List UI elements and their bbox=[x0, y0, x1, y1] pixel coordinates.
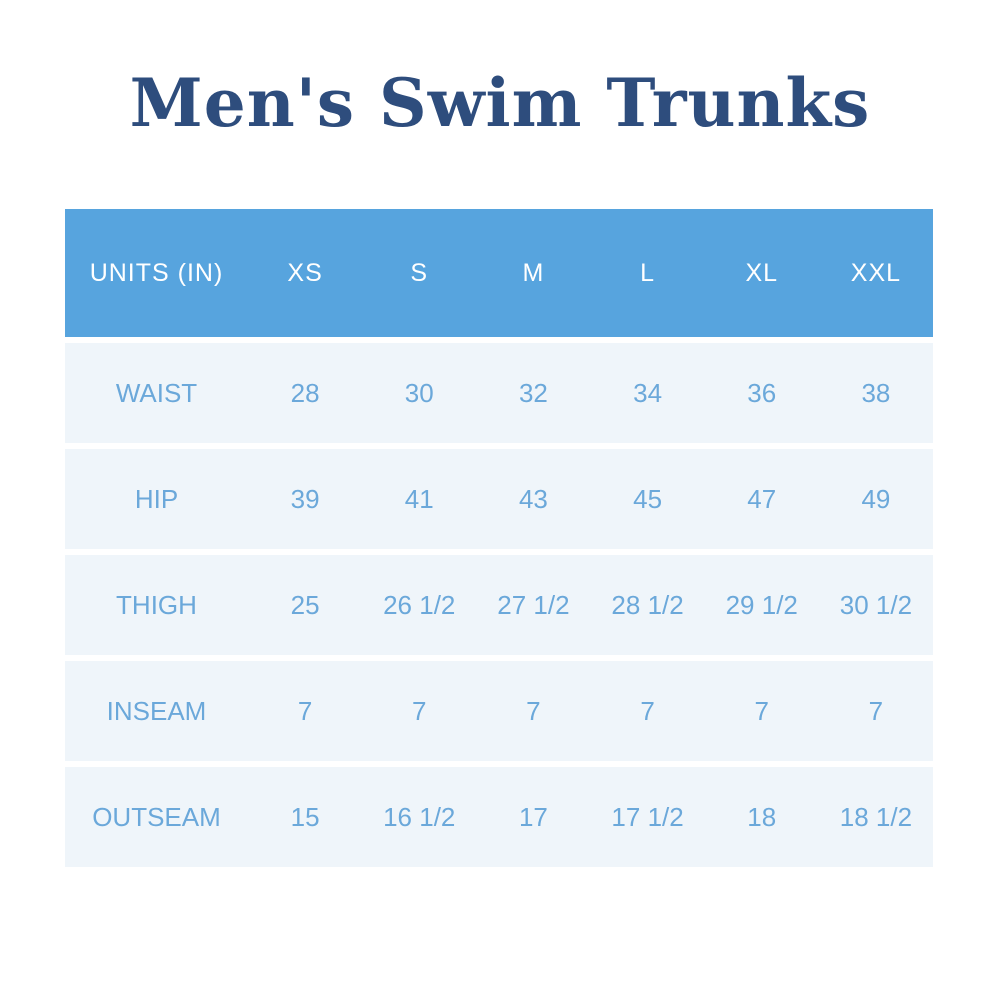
table-cell: 34 bbox=[633, 377, 663, 408]
table-cell: 18 1/2 bbox=[839, 801, 913, 832]
table-cell: 29 1/2 bbox=[725, 589, 798, 620]
row-label: INSEAM bbox=[106, 695, 207, 726]
table-cell: 17 1/2 bbox=[611, 801, 684, 832]
table-cell: 43 bbox=[518, 483, 548, 514]
page-title: Men's Swim Trunks bbox=[129, 64, 871, 142]
table-cell: 27 1/2 bbox=[497, 589, 570, 620]
row-label: WAIST bbox=[115, 377, 198, 408]
table-cell: 7 bbox=[640, 695, 655, 726]
table-cell: 17 bbox=[518, 801, 548, 832]
table-cell: 16 1/2 bbox=[383, 801, 456, 832]
row-label: THIGH bbox=[116, 589, 197, 620]
table-cell: 7 bbox=[526, 695, 541, 726]
table-row-hip: HIP 39 41 43 45 47 49 bbox=[65, 449, 933, 549]
table-header-row: UNITS (IN) XS S M L XL XXL bbox=[65, 209, 933, 337]
table-cell: 26 1/2 bbox=[383, 589, 456, 620]
table-row-thigh: THIGH 25 26 1/2 27 1/2 28 1/2 29 1/2 30 … bbox=[65, 555, 933, 655]
table-cell: 49 bbox=[861, 483, 891, 514]
table-cell: 7 bbox=[412, 695, 427, 726]
column-header-s: S bbox=[410, 258, 429, 287]
table-cell: 41 bbox=[404, 483, 434, 514]
table-row-waist: WAIST 28 30 32 34 36 38 bbox=[65, 343, 933, 443]
column-header-l: L bbox=[640, 258, 656, 287]
size-chart-table: UNITS (IN) XS S M L XL XXL WAIST 28 30 3… bbox=[65, 209, 933, 867]
table-row-inseam: INSEAM 7 7 7 7 7 7 bbox=[65, 661, 933, 761]
table-cell: 36 bbox=[747, 377, 777, 408]
table-cell: 38 bbox=[861, 377, 891, 408]
table-cell: 45 bbox=[633, 483, 663, 514]
table-cell: 28 1/2 bbox=[611, 589, 684, 620]
table-cell: 47 bbox=[747, 483, 777, 514]
table-cell: 28 bbox=[290, 377, 320, 408]
table-cell: 15 bbox=[290, 801, 320, 832]
column-header-m: M bbox=[522, 258, 545, 287]
table-cell: 25 bbox=[290, 589, 320, 620]
row-label: OUTSEAM bbox=[92, 801, 221, 832]
table-cell: 30 1/2 bbox=[839, 589, 913, 620]
table-cell: 30 bbox=[404, 377, 434, 408]
table-cell: 7 bbox=[868, 695, 884, 726]
table-cell: 39 bbox=[290, 483, 320, 514]
column-header-units: UNITS (IN) bbox=[89, 258, 224, 287]
table-cell: 7 bbox=[297, 695, 313, 726]
table-cell: 32 bbox=[518, 377, 548, 408]
column-header-xl: XL bbox=[745, 258, 779, 287]
table-cell: 7 bbox=[754, 695, 769, 726]
column-header-xxl: XXL bbox=[850, 258, 902, 287]
row-label: HIP bbox=[134, 483, 179, 514]
table-row-outseam: OUTSEAM 15 16 1/2 17 17 1/2 18 18 1/2 bbox=[65, 767, 933, 867]
table-cell: 18 bbox=[747, 801, 777, 832]
column-header-xs: XS bbox=[287, 258, 323, 287]
